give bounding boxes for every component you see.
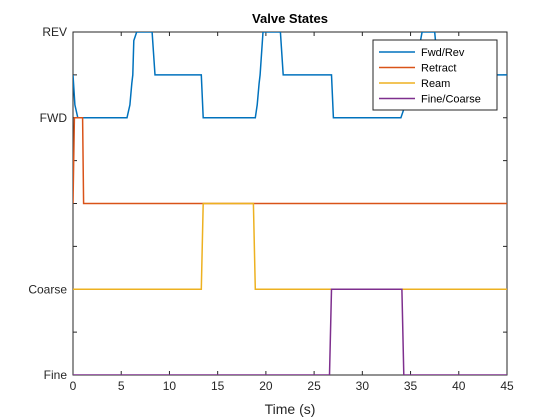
x-tick-label: 25	[307, 379, 321, 393]
x-tick-label: 15	[211, 379, 225, 393]
x-tick-label: 45	[500, 379, 514, 393]
series-line-retract	[73, 117, 507, 205]
legend-label-ream: Ream	[421, 78, 450, 90]
x-tick-label: 30	[356, 379, 370, 393]
y-tick-label: Coarse	[28, 282, 67, 296]
x-tick-label: 20	[259, 379, 273, 393]
legend: Fwd/Rev Retract Ream Fine/Coarse	[372, 39, 498, 111]
x-tick-label: 10	[163, 379, 177, 393]
y-tick-label: FWD	[40, 111, 68, 125]
legend-label-retract: Retract	[421, 63, 456, 75]
series-line-fine-coarse	[73, 288, 507, 375]
x-tick-label: 5	[118, 379, 125, 393]
x-tick-label: 40	[452, 379, 466, 393]
legend-label-fwd-rev: Fwd/Rev	[421, 47, 465, 59]
y-tick-label: REV	[42, 25, 67, 39]
chart-title: Valve States	[252, 11, 328, 26]
y-tick-label: Fine	[44, 368, 68, 382]
legend-label-fine-coarse: Fine/Coarse	[421, 94, 481, 106]
x-tick-label: 35	[404, 379, 418, 393]
series-line-ream	[73, 202, 507, 291]
x-tick-label: 0	[70, 379, 77, 393]
x-axis-label: Time (s)	[265, 401, 316, 417]
